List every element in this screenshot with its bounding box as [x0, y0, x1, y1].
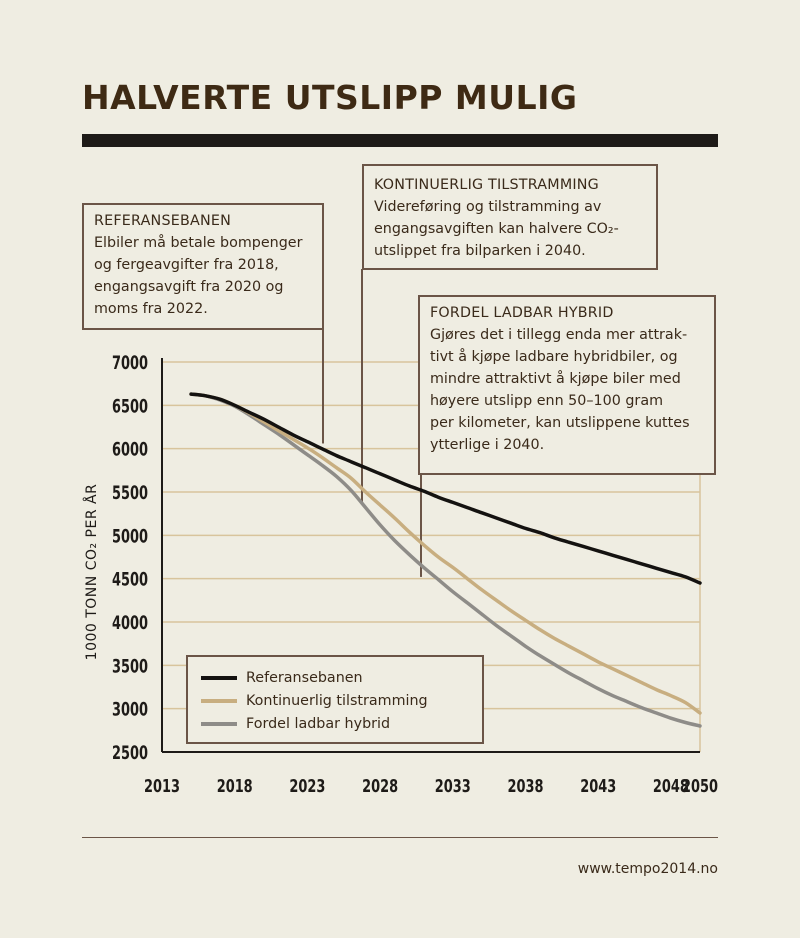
x-tick-label-2013: 2013	[144, 776, 180, 797]
series-line-referansebanen	[189, 392, 702, 585]
x-tick-label-2018: 2018	[217, 776, 253, 797]
legend-item-fordel: Fordel ladbar hybrid	[201, 712, 482, 735]
x-tick-label-2038: 2038	[508, 776, 544, 797]
annotation-kontinuerlig-body: Videreføring og tilstramming av engangsa…	[374, 199, 619, 259]
legend-swatch-kontinuerlig	[201, 698, 237, 703]
annotation-fordel-body: Gjøres det i tillegg enda mer attrak- ti…	[430, 327, 690, 453]
legend-swatch-referansebanen	[201, 675, 237, 680]
annotation-referansebanen-body: Elbiler må betale bompenger og fergeavgi…	[94, 235, 303, 317]
y-tick-label-5000: 5000	[112, 525, 148, 547]
y-tick-label-5500: 5500	[112, 482, 148, 504]
legend-label-fordel: Fordel ladbar hybrid	[246, 715, 391, 732]
x-tick-label-2050: 2050	[682, 776, 718, 797]
legend-swatch-fordel	[201, 721, 237, 726]
title-underline-bar	[82, 134, 718, 147]
x-tick-label-2043: 2043	[580, 776, 616, 797]
x-tick-label-2023: 2023	[289, 776, 325, 797]
legend-item-kontinuerlig: Kontinuerlig tilstramming	[201, 689, 482, 712]
y-tick-label-3000: 3000	[112, 699, 148, 721]
chart-legend: Referansebanen Kontinuerlig tilstramming…	[186, 655, 484, 744]
x-tick-label-2033: 2033	[435, 776, 471, 797]
x-tick-label-2028: 2028	[362, 776, 398, 797]
legend-label-kontinuerlig: Kontinuerlig tilstramming	[246, 692, 428, 709]
annotation-referansebanen-heading: Referansebanen	[94, 213, 231, 229]
annotation-fordel: Fordel ladbar hybrid Gjøres det i tilleg…	[418, 295, 716, 475]
annotation-kontinuerlig: Kontinuerlig tilstramming Videreføring o…	[362, 164, 658, 270]
series-line-kontinuerlig	[189, 392, 702, 715]
y-tick-label-6500: 6500	[112, 395, 148, 417]
y-tick-label-6000: 6000	[112, 439, 148, 461]
y-tick-label-4000: 4000	[112, 612, 148, 634]
series-line-fordel	[189, 392, 702, 728]
y-tick-label-7000: 7000	[112, 352, 148, 374]
x-tick-label-2048: 2048	[653, 776, 689, 797]
y-tick-label-3500: 3500	[112, 655, 148, 677]
annotation-fordel-heading: Fordel ladbar hybrid	[430, 305, 614, 321]
y-tick-label-2500: 2500	[112, 742, 148, 764]
annotation-referansebanen: Referansebanen Elbiler må betale bompeng…	[82, 203, 324, 330]
y-tick-label-4500: 4500	[112, 569, 148, 591]
y-axis-label: 1000 TONN CO₂ PER ÅR	[83, 484, 100, 661]
legend-item-referansebanen: Referansebanen	[201, 666, 482, 689]
legend-label-referansebanen: Referansebanen	[246, 669, 363, 686]
page-title: HALVERTE UTSLIPP MULIG	[82, 78, 578, 117]
source-url: www.tempo2014.no	[577, 861, 718, 877]
footer-rule	[82, 837, 718, 838]
annotation-kontinuerlig-heading: Kontinuerlig tilstramming	[374, 177, 599, 193]
